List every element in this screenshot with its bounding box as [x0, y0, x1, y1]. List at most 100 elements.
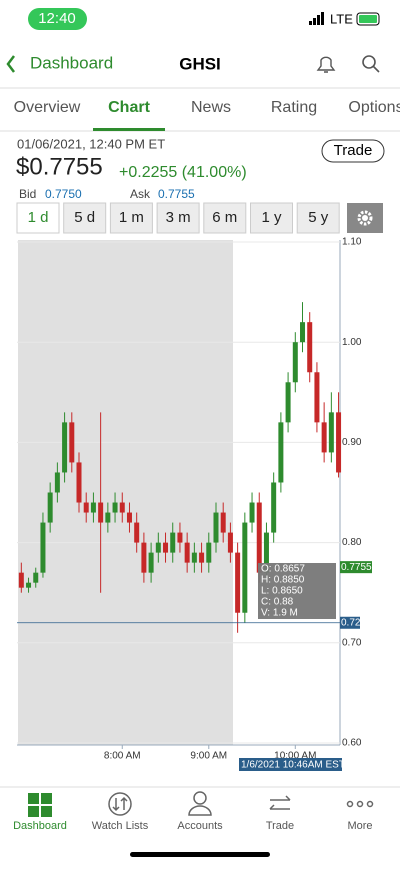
- bottom-nav-label[interactable]: More: [347, 820, 372, 832]
- back-arrow[interactable]: [6, 55, 15, 73]
- range-label[interactable]: 1 m: [119, 209, 144, 226]
- candle-body: [83, 502, 89, 513]
- battery: [356, 12, 380, 26]
- range-button[interactable]: [203, 202, 247, 234]
- candle-body: [271, 482, 277, 533]
- battery-level: [359, 15, 377, 23]
- range-label[interactable]: 5 y: [308, 209, 329, 226]
- search-icon[interactable]: [362, 55, 380, 73]
- candle-body: [307, 322, 313, 373]
- crosshair-time-tag: [239, 758, 342, 771]
- candle-body: [336, 412, 342, 473]
- candle-body: [148, 552, 154, 573]
- last-price-tag: [340, 561, 372, 574]
- candle-body: [206, 542, 212, 563]
- home-indicator: [130, 852, 270, 857]
- candle-body: [170, 532, 176, 553]
- bottom-nav-label[interactable]: Trade: [266, 820, 294, 832]
- trade-button[interactable]: [321, 139, 385, 163]
- candle-body: [76, 462, 82, 503]
- candle-body: [18, 572, 24, 588]
- candle-body: [177, 532, 183, 543]
- tab[interactable]: Chart: [108, 99, 150, 116]
- y-tick-label: 0.80: [342, 537, 362, 548]
- tab[interactable]: Overview: [14, 99, 81, 116]
- candle-body: [263, 532, 269, 573]
- ask-label: Ask: [130, 187, 151, 201]
- bell-icon[interactable]: [316, 56, 336, 73]
- x-tick-label: 9:00 AM: [190, 751, 227, 762]
- gear-icon: [362, 215, 368, 221]
- range-label[interactable]: 1 y: [261, 209, 282, 226]
- last-price: 0.7755: [341, 562, 372, 573]
- range-label[interactable]: 1 d: [28, 209, 49, 226]
- candle-body: [278, 422, 284, 483]
- signal: [309, 12, 324, 25]
- range-label[interactable]: 3 m: [166, 209, 191, 226]
- crosshair-price: 0.72: [341, 617, 361, 628]
- nav-title: GHSI: [179, 54, 221, 73]
- status-time: 12:40: [38, 10, 76, 27]
- back-button[interactable]: Dashboard: [30, 53, 113, 72]
- candle-body: [292, 342, 298, 383]
- candle-body: [90, 502, 96, 513]
- tab[interactable]: News: [191, 99, 231, 116]
- bottom-icons: [28, 791, 374, 817]
- tooltip-line: H: 0.8850: [261, 575, 305, 586]
- candle-body: [249, 502, 255, 523]
- candle-body: [213, 512, 219, 543]
- candle-body: [227, 532, 233, 553]
- candle-body: [47, 492, 53, 523]
- bid-value: 0.7750: [45, 187, 82, 201]
- gear-icon[interactable]: [357, 210, 373, 226]
- network: LTE: [330, 11, 353, 26]
- candle-body: [40, 522, 46, 573]
- candle-body: [314, 372, 320, 423]
- crosshair-tag: [340, 616, 360, 629]
- candle-body: [126, 512, 132, 523]
- bottom-nav-label[interactable]: Dashboard: [13, 820, 67, 832]
- candle-body: [155, 542, 161, 553]
- bottom-nav-label[interactable]: Accounts: [177, 820, 223, 832]
- tooltip-line: L: 0.8650: [261, 586, 303, 597]
- y-tick-label: 1.10: [342, 237, 362, 248]
- trade-label[interactable]: Trade: [334, 142, 373, 159]
- candle-body: [26, 582, 32, 588]
- tab[interactable]: Options: [348, 99, 400, 116]
- range-button[interactable]: [63, 202, 107, 234]
- candle-body: [62, 422, 68, 473]
- range-button[interactable]: [16, 202, 60, 234]
- x-tick-label: 8:00 AM: [104, 751, 141, 762]
- candle-body: [119, 502, 125, 513]
- range-button[interactable]: [156, 202, 200, 234]
- tooltip-line: C: 0.88: [261, 597, 294, 608]
- bid-label: Bid: [19, 187, 36, 201]
- candle-body: [184, 542, 190, 563]
- candle-body: [191, 552, 197, 563]
- range-label[interactable]: 6 m: [212, 209, 237, 226]
- y-tick-label: 0.60: [342, 738, 362, 749]
- candle-body: [112, 502, 118, 513]
- candle-body: [33, 572, 39, 583]
- candle-body: [163, 542, 169, 553]
- range-button[interactable]: [250, 202, 293, 234]
- quote-timestamp: 01/06/2021, 12:40 PM ET: [17, 136, 165, 151]
- quote-change: +0.2255 (41.00%): [119, 164, 247, 181]
- range-button[interactable]: [296, 202, 340, 234]
- candle-body: [69, 422, 75, 463]
- active-tab-indicator: [93, 128, 165, 131]
- candle-body: [220, 512, 226, 533]
- tooltip: [258, 563, 336, 619]
- tab[interactable]: Rating: [271, 99, 317, 116]
- candle-body: [242, 522, 248, 613]
- premarket-shade: [18, 240, 233, 745]
- range-label[interactable]: 5 d: [74, 209, 95, 226]
- candle-body: [141, 542, 147, 573]
- y-tick-label: 1.00: [342, 337, 362, 348]
- time-pill: [28, 8, 87, 30]
- candle-body: [300, 322, 306, 343]
- range-button[interactable]: [109, 202, 153, 234]
- bottom-nav-label[interactable]: Watch Lists: [92, 820, 149, 832]
- candle-body: [134, 522, 140, 543]
